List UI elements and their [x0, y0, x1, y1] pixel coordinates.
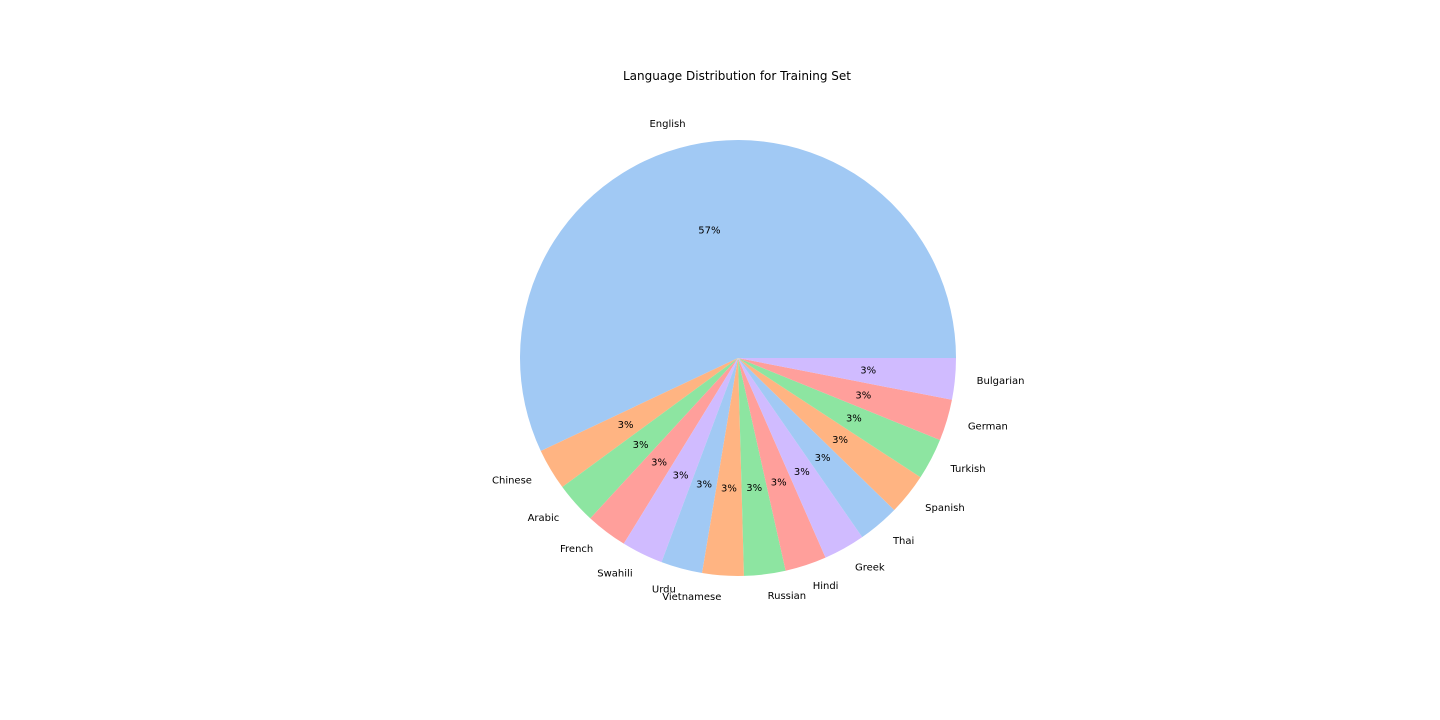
pct-label-english: 57%: [698, 225, 720, 236]
pct-label-russian: 3%: [746, 483, 762, 494]
pct-label-swahili: 3%: [673, 470, 689, 481]
slice-label-german: German: [968, 421, 1008, 432]
pie-slice-hindi: [738, 358, 826, 571]
pct-label-vietnamese: 3%: [721, 483, 737, 494]
pct-label-hindi: 3%: [771, 477, 787, 488]
slice-label-urdu: Urdu: [652, 585, 676, 596]
pct-label-greek: 3%: [794, 467, 810, 478]
pie-slices: [520, 140, 957, 576]
slice-label-thai: Thai: [892, 536, 914, 547]
slice-label-turkish: Turkish: [949, 464, 985, 475]
pie-slice-urdu: [661, 358, 738, 574]
pct-label-bulgarian: 3%: [860, 366, 876, 377]
pie-slice-arabic: [562, 358, 738, 519]
pie-slice-german: [738, 358, 952, 441]
pie-slice-russian: [738, 358, 786, 576]
pie-slice-spanish: [738, 358, 921, 511]
slice-label-swahili: Swahili: [597, 568, 632, 579]
slice-label-hindi: Hindi: [813, 581, 839, 592]
slice-label-greek: Greek: [855, 562, 885, 573]
slice-label-french: French: [560, 544, 593, 555]
slice-label-spanish: Spanish: [925, 503, 965, 514]
pct-label-thai: 3%: [815, 453, 831, 464]
pct-label-chinese: 3%: [618, 420, 634, 431]
pie-slice-thai: [738, 358, 895, 538]
slice-label-chinese: Chinese: [492, 476, 532, 487]
pie-slice-french: [590, 358, 738, 544]
slice-label-bulgarian: Bulgarian: [977, 376, 1025, 387]
pct-label-german: 3%: [855, 390, 871, 401]
pie-slice-turkish: [738, 358, 940, 478]
slice-label-vietnamese: Vietnamese: [662, 592, 721, 603]
pie-slice-swahili: [623, 358, 738, 563]
pie-slice-greek: [738, 358, 863, 558]
pct-label-arabic: 3%: [633, 440, 649, 451]
pct-label-french: 3%: [651, 457, 667, 468]
slice-label-arabic: Arabic: [528, 513, 560, 524]
pct-label-spanish: 3%: [832, 435, 848, 446]
slice-label-russian: Russian: [768, 591, 807, 602]
pie-slice-bulgarian: [738, 358, 957, 400]
pct-label-turkish: 3%: [846, 414, 862, 425]
pie-labels: English 57% Chinese 3% Arabic 3% French 3% Swahi…: [492, 119, 1024, 603]
slice-label-english: English: [649, 119, 685, 130]
chart-title: Language Distribution for Training Set: [623, 69, 851, 83]
pie-slice-vietnamese: [702, 358, 744, 576]
pie-slice-english: [520, 140, 956, 451]
pie-slice-chinese: [540, 358, 738, 488]
pct-label-urdu: 3%: [696, 479, 712, 490]
